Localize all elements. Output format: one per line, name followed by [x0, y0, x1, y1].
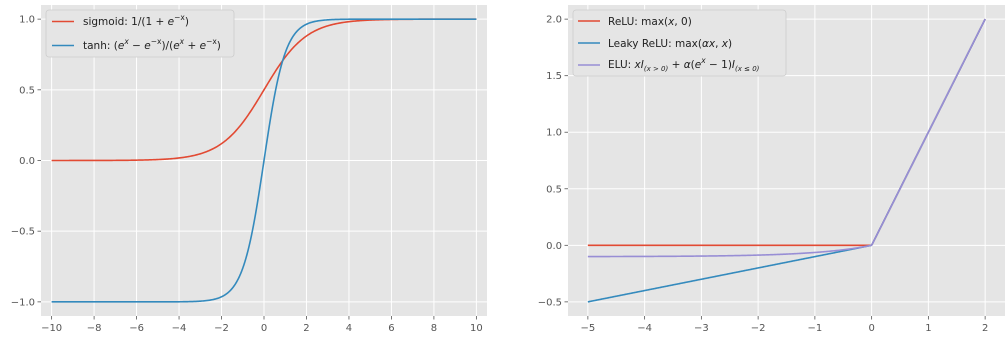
series-line-elu — [587, 18, 986, 258]
x-tick-label: −6 — [129, 323, 144, 334]
left-series — [51, 18, 477, 303]
x-tick-label: 4 — [346, 323, 352, 334]
left-y-axis-ticks: −1.0 −0.5 0.0 0.5 1.0 — [11, 15, 41, 308]
x-tick-label: 8 — [431, 323, 437, 334]
series-line-tanh — [51, 18, 477, 303]
y-tick-label: −0.5 — [538, 297, 562, 308]
right-chart: −5 −4 −3 −2 −1 0 1 2 −0.5 0.0 0.5 1.0 1.5 2.0 ReLU: … — [538, 5, 1005, 334]
right-series — [587, 18, 986, 303]
x-tick-label: −8 — [87, 323, 102, 334]
y-tick-label: 0.0 — [19, 156, 35, 167]
x-tick-label: −1 — [808, 323, 823, 334]
x-tick-label: 0 — [868, 323, 874, 334]
legend-label-elu: ELU: xI(x > 0) + α(ex − 1)I(x ≤ 0) — [608, 56, 760, 73]
x-tick-label: 1 — [925, 323, 931, 334]
x-tick-label: 10 — [470, 323, 483, 334]
left-legend: sigmoid: 1/(1 + e−x) tanh: (ex − e−x)/(e… — [45, 9, 235, 58]
x-tick-label: −2 — [214, 323, 229, 334]
left-chart: −10 −8 −6 −4 −2 0 2 4 6 8 10 −1.0 −0.5 0.0 0.5 1.0 sig… — [11, 5, 487, 334]
right-legend: ReLU: max(x, 0) Leaky ReLU: max(αx, x) E… — [572, 9, 787, 77]
y-tick-label: −1.0 — [11, 297, 35, 308]
y-tick-label: 0.5 — [546, 184, 562, 195]
left-x-axis-ticks: −10 −8 −6 −4 −2 0 2 4 6 8 10 — [41, 316, 483, 334]
x-tick-label: 2 — [303, 323, 309, 334]
right-x-axis-ticks: −5 −4 −3 −2 −1 0 1 2 — [580, 316, 988, 334]
x-tick-label: 6 — [388, 323, 394, 334]
right-legend-box — [572, 9, 787, 77]
x-tick-label: −4 — [172, 323, 187, 334]
y-tick-label: 1.0 — [19, 15, 35, 26]
x-tick-label: −4 — [637, 323, 652, 334]
legend-label-leaky-relu: Leaky ReLU: max(αx, x) — [608, 38, 732, 50]
legend-label-tanh: tanh: (ex − e−x)/(ex + e−x) — [83, 37, 221, 52]
x-tick-label: −2 — [751, 323, 766, 334]
x-tick-label: −3 — [694, 323, 709, 334]
y-tick-label: −0.5 — [11, 227, 35, 238]
y-tick-label: 1.5 — [546, 71, 562, 82]
legend-label-relu: ReLU: max(x, 0) — [608, 16, 692, 28]
left-legend-box — [45, 9, 235, 58]
legend-label-sigmoid: sigmoid: 1/(1 + e−x) — [83, 13, 189, 28]
y-tick-label: 1.0 — [546, 128, 562, 139]
y-tick-label: 2.0 — [546, 15, 562, 26]
y-tick-label: 0.0 — [546, 241, 562, 252]
right-y-axis-ticks: −0.5 0.0 0.5 1.0 1.5 2.0 — [538, 15, 568, 308]
x-tick-label: 0 — [261, 323, 267, 334]
x-tick-label: 2 — [982, 323, 988, 334]
right-grid — [568, 5, 1005, 316]
x-tick-label: −5 — [580, 323, 595, 334]
y-tick-label: 0.5 — [19, 85, 35, 96]
x-tick-label: −10 — [41, 323, 62, 334]
